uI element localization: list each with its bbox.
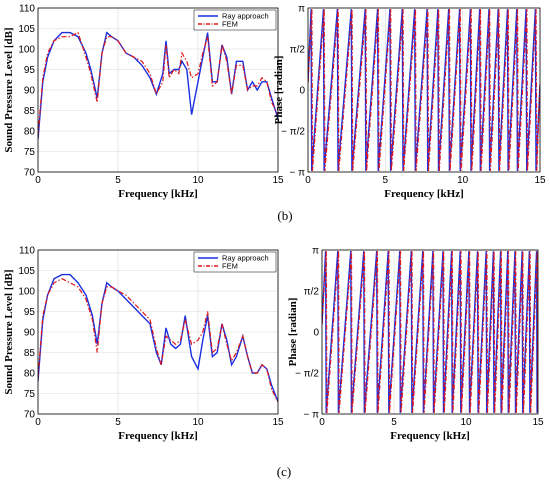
y-axis-label: Phase [radian] [287, 298, 299, 367]
chart-b-phase: 0 5 10 15 − π − π/2 0 π/2 π Frequency [kHz] Phase … [273, 4, 546, 201]
legend-label: FEM [222, 262, 238, 271]
y-tick-label: 85 [24, 106, 36, 117]
series-line-fem [322, 251, 538, 413]
y-tick-label: 110 [19, 246, 35, 257]
y-tick-label: 80 [24, 369, 36, 380]
y-tick-label: 105 [18, 266, 35, 277]
legend-box [193, 9, 277, 31]
x-tick-label: 0 [35, 417, 41, 428]
series-line-ray [38, 31, 278, 140]
y-tick-label: π [298, 4, 305, 15]
y-tick-label: 70 [24, 168, 36, 179]
caption-c: (c) [277, 464, 291, 479]
caption-b: (b) [277, 208, 292, 223]
x-tick-label: 15 [534, 175, 546, 186]
y-tick-label: 110 [19, 4, 35, 15]
axes-frame [37, 7, 279, 173]
y-tick-label: 90 [24, 328, 36, 339]
y-tick-label: 95 [24, 65, 36, 76]
chart-c-spl: 0 5 10 15 70 75 80 85 90 95 100 105 110 Frequency [kH… [3, 246, 284, 443]
x-tick-label: 5 [115, 175, 121, 186]
series-line-fem [38, 31, 278, 136]
chart-b-spl: 0 5 10 15 70 75 80 85 90 95 100 105 110 Frequency [kH… [3, 4, 284, 201]
x-tick-label: 10 [192, 175, 204, 186]
x-tick-label: 0 [319, 417, 325, 428]
y-axis-label: Sound Pressure Level [dB] [3, 269, 15, 394]
x-axis-label: Frequency [kHz] [118, 188, 198, 200]
x-tick-label: 0 [305, 175, 311, 186]
y-tick-label: 70 [24, 410, 36, 421]
y-tick-label: π/2 [290, 45, 306, 56]
chart-c-phase: 0 5 10 15 − π − π/2 0 π/2 π Frequency [kHz] Phase … [287, 246, 544, 443]
y-axis-label: Phase [radian] [273, 56, 285, 125]
x-axis-label: Frequency [kHz] [384, 188, 464, 200]
y-tick-label: 0 [299, 86, 305, 97]
x-tick-label: 15 [272, 175, 284, 186]
axes-frame [321, 249, 539, 415]
y-tick-label: 100 [18, 287, 35, 298]
series-line-fem [308, 9, 540, 171]
y-tick-label: π [312, 246, 319, 257]
x-axis-label: Frequency [kHz] [118, 430, 198, 442]
y-tick-label: − π/2 [281, 127, 305, 138]
x-tick-label: 15 [272, 417, 284, 428]
axes-frame [307, 7, 541, 173]
y-tick-label: 90 [24, 86, 36, 97]
y-tick-label: 100 [18, 45, 35, 56]
y-tick-label: − π/2 [295, 369, 319, 380]
legend-label: Ray approach [222, 254, 269, 263]
y-tick-label: − π [289, 168, 305, 179]
legend-label: Ray approach [222, 12, 269, 21]
y-tick-label: 95 [24, 307, 36, 318]
y-tick-label: 85 [24, 348, 36, 359]
y-tick-label: π/2 [304, 287, 320, 298]
y-tick-label: − π [303, 410, 319, 421]
x-tick-label: 10 [457, 175, 469, 186]
x-tick-label: 5 [115, 417, 121, 428]
x-axis-label: Frequency [kHz] [390, 430, 470, 442]
series-line-ray [308, 9, 540, 171]
y-tick-label: 0 [313, 328, 319, 339]
x-tick-label: 5 [383, 175, 389, 186]
x-tick-label: 10 [460, 417, 472, 428]
x-tick-label: 5 [391, 417, 397, 428]
x-tick-label: 10 [192, 417, 204, 428]
x-tick-label: 0 [35, 175, 41, 186]
series-line-fem [38, 278, 278, 402]
x-tick-label: 15 [532, 417, 544, 428]
axes-frame [37, 249, 279, 415]
y-tick-label: 75 [24, 147, 36, 158]
legend-box [193, 251, 277, 273]
series-line-ray [322, 251, 538, 413]
y-tick-label: 105 [18, 24, 35, 35]
y-tick-label: 75 [24, 389, 36, 400]
y-axis-label: Sound Pressure Level [dB] [3, 27, 15, 152]
legend-label: FEM [222, 20, 238, 29]
y-tick-label: 80 [24, 127, 36, 138]
